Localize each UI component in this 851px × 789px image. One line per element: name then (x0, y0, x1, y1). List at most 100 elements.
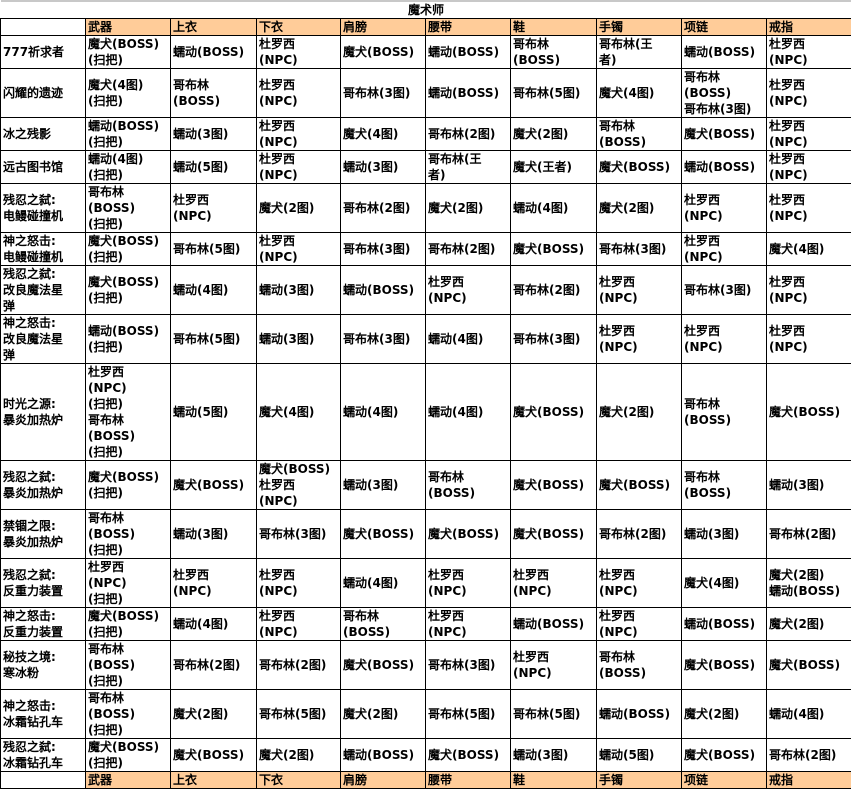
drop-source-cell[interactable]: 魔犬(BOSS) (扫把) (86, 233, 171, 266)
drop-source-cell[interactable]: 魔犬(BOSS) (682, 739, 767, 772)
drop-source-cell[interactable]: 魔犬(BOSS) (171, 739, 257, 772)
drop-source-cell[interactable]: 杜罗西 (NPC) (171, 559, 257, 608)
drop-source-cell[interactable]: 蠕动(4图) (341, 559, 426, 608)
drop-source-cell[interactable]: 杜罗西 (NPC) (597, 559, 682, 608)
drop-source-cell[interactable]: 蠕动(3图) (171, 118, 257, 151)
drop-source-cell[interactable]: 哥布林(5图) (171, 233, 257, 266)
drop-source-cell[interactable]: 魔犬(王者) (511, 151, 597, 184)
drop-source-cell[interactable]: 蠕动(BOSS) (426, 36, 511, 69)
drop-source-cell[interactable]: 魔犬(2图) (682, 690, 767, 739)
drop-source-cell[interactable]: 哥布林(5图) (257, 690, 341, 739)
drop-source-cell[interactable]: 蠕动(BOSS) (511, 608, 597, 641)
drop-source-cell[interactable]: 蠕动(3图) (682, 510, 767, 559)
drop-source-cell[interactable]: 魔犬(4图) (341, 118, 426, 151)
drop-source-cell[interactable]: 魔犬(2图) (426, 184, 511, 233)
dungeon-name-cell[interactable]: 残忍之弑: 暴炎加热炉 (1, 461, 86, 510)
drop-source-cell[interactable]: 蠕动(5图) (171, 151, 257, 184)
dungeon-name-cell[interactable]: 秘技之境: 寒冰粉 (1, 641, 86, 690)
drop-source-cell[interactable]: 哥布林(3图) (257, 510, 341, 559)
column-header[interactable]: 肩膀 (341, 772, 426, 789)
drop-source-cell[interactable]: 魔犬(4图) (682, 559, 767, 608)
column-header[interactable]: 武器 (86, 772, 171, 789)
drop-source-cell[interactable]: 蠕动(3图) (171, 510, 257, 559)
header-blank-cell[interactable] (1, 19, 86, 36)
drop-source-cell[interactable]: 哥布林(2图) (171, 641, 257, 690)
drop-source-cell[interactable]: 哥布林 (BOSS) (597, 118, 682, 151)
drop-source-cell[interactable]: 哥布林(2图) (767, 739, 851, 772)
drop-source-cell[interactable]: 魔犬(2图) (341, 690, 426, 739)
drop-source-cell[interactable]: 哥布林 (BOSS) (扫把) (86, 184, 171, 233)
drop-source-cell[interactable]: 蠕动(5图) (597, 739, 682, 772)
drop-source-cell[interactable]: 哥布林 (BOSS) (511, 36, 597, 69)
drop-source-cell[interactable]: 哥布林(5图) (426, 690, 511, 739)
column-header[interactable]: 戒指 (767, 772, 851, 789)
drop-source-cell[interactable]: 魔犬(4图) (扫把) (86, 69, 171, 118)
drop-source-cell[interactable]: 杜罗西 (NPC) (扫把) 哥布林 (BOSS) (扫把) (86, 364, 171, 461)
drop-source-cell[interactable]: 哥布林(3图) (597, 233, 682, 266)
drop-source-cell[interactable]: 魔犬(BOSS) (扫把) (86, 608, 171, 641)
drop-source-cell[interactable]: 魔犬(BOSS) (扫把) (86, 36, 171, 69)
drop-source-cell[interactable]: 魔犬(BOSS) (扫把) (86, 461, 171, 510)
column-header[interactable]: 下衣 (257, 19, 341, 36)
drop-source-cell[interactable]: 蠕动(4图) (426, 364, 511, 461)
dungeon-name-cell[interactable]: 777祈求者 (1, 36, 86, 69)
drop-source-cell[interactable]: 哥布林 (BOSS) (682, 364, 767, 461)
drop-source-cell[interactable]: 魔犬(BOSS) (426, 739, 511, 772)
drop-source-cell[interactable]: 蠕动(3图) (257, 315, 341, 364)
drop-source-cell[interactable]: 蠕动(BOSS) (682, 36, 767, 69)
drop-source-cell[interactable]: 蠕动(BOSS) (597, 690, 682, 739)
drop-source-cell[interactable]: 哥布林(3图) (511, 315, 597, 364)
dungeon-name-cell[interactable]: 冰之残影 (1, 118, 86, 151)
drop-source-cell[interactable]: 哥布林(2图) (426, 118, 511, 151)
drop-source-cell[interactable]: 哥布林(5图) (511, 690, 597, 739)
column-header[interactable]: 武器 (86, 19, 171, 36)
header-blank-cell[interactable] (1, 772, 86, 789)
drop-source-cell[interactable]: 哥布林(2图) (426, 233, 511, 266)
drop-source-cell[interactable]: 杜罗西 (NPC) (257, 559, 341, 608)
column-header[interactable]: 项链 (682, 772, 767, 789)
drop-source-cell[interactable]: 蠕动(4图) (426, 315, 511, 364)
drop-source-cell[interactable]: 魔犬(BOSS) (767, 364, 851, 461)
drop-source-cell[interactable]: 魔犬(4图) (767, 233, 851, 266)
drop-source-cell[interactable]: 哥布林 (BOSS) (扫把) (86, 690, 171, 739)
drop-source-cell[interactable]: 蠕动(4图) (341, 364, 426, 461)
drop-source-cell[interactable]: 蠕动(4图) (扫把) (86, 151, 171, 184)
dungeon-name-cell[interactable]: 闪耀的遗迹 (1, 69, 86, 118)
drop-source-cell[interactable]: 魔犬(2图) (597, 364, 682, 461)
drop-source-cell[interactable]: 魔犬(BOSS) (597, 151, 682, 184)
column-header[interactable]: 手镯 (597, 19, 682, 36)
drop-source-cell[interactable]: 杜罗西 (NPC) (767, 69, 851, 118)
drop-source-cell[interactable]: 哥布林(3图) (341, 233, 426, 266)
dungeon-name-cell[interactable]: 残忍之弑: 改良魔法星 弹 (1, 266, 86, 315)
drop-source-cell[interactable]: 杜罗西 (NPC) (682, 184, 767, 233)
drop-source-cell[interactable]: 杜罗西 (NPC) (767, 266, 851, 315)
drop-source-cell[interactable]: 魔犬(4图) (257, 364, 341, 461)
drop-source-cell[interactable]: 蠕动(4图) (767, 690, 851, 739)
column-header[interactable]: 下衣 (257, 772, 341, 789)
drop-source-cell[interactable]: 魔犬(BOSS) (511, 233, 597, 266)
drop-source-cell[interactable]: 杜罗西 (NPC) (597, 266, 682, 315)
drop-source-cell[interactable]: 魔犬(BOSS) (511, 510, 597, 559)
drop-source-cell[interactable]: 杜罗西 (NPC) (257, 69, 341, 118)
dungeon-name-cell[interactable]: 神之怒击: 改良魔法星 弹 (1, 315, 86, 364)
drop-source-cell[interactable]: 杜罗西 (NPC) (257, 233, 341, 266)
drop-source-cell[interactable]: 蠕动(BOSS) (426, 69, 511, 118)
drop-source-cell[interactable]: 哥布林(王 者) (426, 151, 511, 184)
drop-source-cell[interactable]: 杜罗西 (NPC) (682, 315, 767, 364)
drop-source-cell[interactable]: 杜罗西 (NPC) (767, 315, 851, 364)
drop-source-cell[interactable]: 杜罗西 (NPC) (511, 559, 597, 608)
drop-source-cell[interactable]: 哥布林 (BOSS) (682, 461, 767, 510)
dungeon-name-cell[interactable]: 远古图书馆 (1, 151, 86, 184)
drop-source-cell[interactable]: 杜罗西 (NPC) (426, 266, 511, 315)
drop-source-cell[interactable]: 魔犬(2图) (257, 739, 341, 772)
drop-source-cell[interactable]: 杜罗西 (NPC) (257, 608, 341, 641)
column-header[interactable]: 上衣 (171, 772, 257, 789)
drop-source-cell[interactable]: 蠕动(BOSS) (341, 266, 426, 315)
drop-source-cell[interactable]: 蠕动(BOSS) (171, 36, 257, 69)
drop-source-cell[interactable]: 杜罗西 (NPC) (257, 36, 341, 69)
drop-source-cell[interactable]: 蠕动(BOSS) (341, 739, 426, 772)
drop-source-cell[interactable]: 魔犬(BOSS) (682, 118, 767, 151)
drop-source-cell[interactable]: 蠕动(3图) (511, 739, 597, 772)
drop-source-cell[interactable]: 魔犬(2图) (767, 608, 851, 641)
column-header[interactable]: 戒指 (767, 19, 851, 36)
